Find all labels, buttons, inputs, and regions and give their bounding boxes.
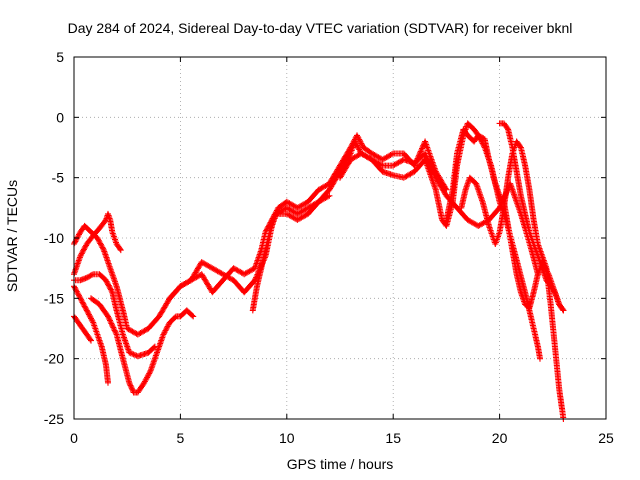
data-series-track-11 [458,138,567,422]
y-axis-label: SDTVAR / TECUs [4,179,20,293]
x-tick-label: 5 [177,430,185,446]
tick-labels: 0 5 10 15 20 25 5 0 -5 -10 -15 -20 -25 [44,49,614,446]
data-points [71,210,124,278]
y-tick-label: -15 [44,290,64,306]
data-series-track-6 [88,295,197,396]
data-points [249,192,333,314]
y-tick-label: 5 [56,49,64,65]
y-tick-label: 0 [56,109,64,125]
y-tick-label: -20 [44,351,64,367]
x-tick-label: 25 [598,430,614,446]
data-points [496,120,567,314]
data-series-track-8 [249,192,333,314]
y-tick-label: -5 [52,170,65,186]
chart-title: Day 284 of 2024, Sidereal Day-to-day VTE… [67,20,573,36]
data-series-track-1 [71,210,124,278]
x-tick-label: 10 [279,430,295,446]
x-tick-label: 15 [385,430,401,446]
y-tick-label: -25 [44,411,64,427]
x-axis-label: GPS time / hours [286,456,394,472]
data-points [88,295,197,396]
data-points [166,132,450,302]
data-series-track-12 [496,120,567,314]
data-layer [71,120,567,422]
x-tick-label: 0 [70,430,78,446]
x-tick-label: 20 [492,430,508,446]
y-tick-label: -10 [44,230,64,246]
data-series-track-7 [166,132,450,302]
data-points [458,138,567,422]
